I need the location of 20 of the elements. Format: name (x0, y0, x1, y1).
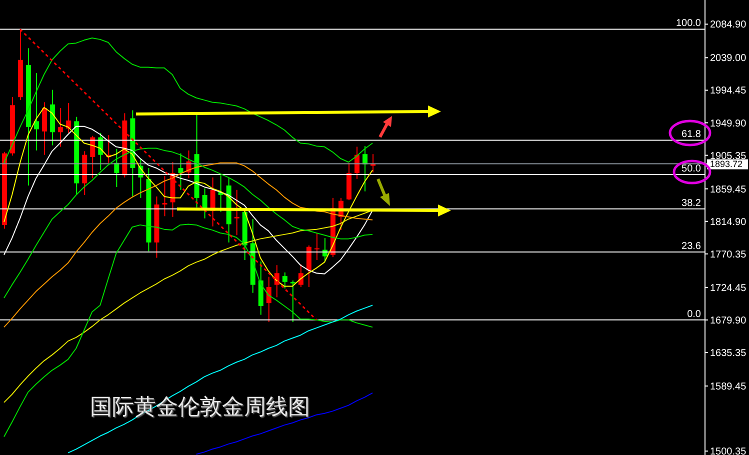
annotation: 23.6 (682, 240, 702, 252)
y-tick-label: 1679.90 (710, 315, 747, 326)
y-tick-label: 2084.90 (710, 20, 747, 31)
annotation: 61.8 (682, 129, 702, 140)
annotation: 100.0 (676, 18, 702, 30)
y-tick-label: 1724.45 (710, 282, 747, 294)
annotation: 50.0 (682, 164, 702, 175)
y-tick-label: 1905.35 (710, 150, 747, 162)
y-tick-label: 1893.72 (710, 159, 743, 170)
y-tick-label: 1814.90 (710, 216, 747, 228)
y-tick-label: 1500.35 (710, 446, 747, 455)
y-tick-label: 1635.35 (710, 348, 747, 359)
y-tick-label: 1859.45 (710, 184, 747, 196)
annotation: 38.2 (682, 198, 702, 209)
y-tick-label: 1589.45 (710, 382, 747, 393)
y-tick-label: 1949.90 (710, 118, 747, 130)
y-tick-label: 1770.35 (710, 249, 747, 260)
annotation: 0.0 (687, 308, 702, 320)
y-tick-label: 2039.00 (710, 53, 747, 64)
y-tick-label: 1994.45 (710, 86, 747, 97)
